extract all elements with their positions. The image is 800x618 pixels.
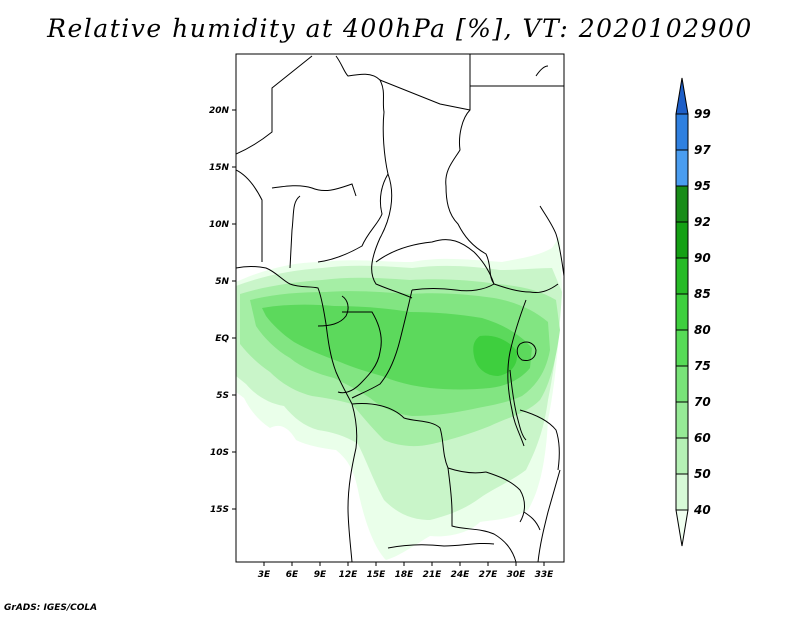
colorbar-label: 50	[694, 467, 711, 481]
rh-85-core	[473, 335, 518, 376]
border-west-africa-b	[271, 183, 357, 197]
border-congo-drc	[337, 311, 382, 394]
coastline-east	[537, 469, 561, 562]
colorbar-label: 95	[694, 179, 711, 193]
map-title: Relative humidity at 400hPa [%], VT: 202…	[47, 14, 753, 43]
lon-label: 9E	[314, 570, 327, 580]
border-zambia-south	[485, 471, 525, 523]
colorbar-segment	[675, 257, 689, 295]
red-sea-coast	[535, 65, 549, 77]
border-drc-angola	[351, 403, 487, 474]
border-sahara-b	[317, 55, 389, 263]
lon-label: 24E	[451, 570, 471, 580]
colorbar: 40 50 60 70 75 80 85 90 92 95 97 99	[675, 77, 711, 547]
colorbar-segment	[675, 221, 689, 259]
border-libya	[379, 79, 471, 111]
colorbar-segments	[675, 77, 689, 547]
border-chad-cameroon	[371, 173, 413, 299]
lake-malawi	[523, 511, 541, 531]
lon-labels: 3E 6E 9E 12E 15E 18E 21E 24E 27E 30E 33E	[258, 570, 554, 580]
lat-label: 20N	[209, 106, 230, 116]
lat-label: EQ	[215, 334, 229, 344]
colorbar-label: 70	[694, 395, 711, 409]
colorbar-segment	[675, 293, 689, 331]
border-sahara-a	[236, 55, 313, 155]
colorbar-segment	[675, 329, 689, 367]
border-gabon	[317, 295, 349, 327]
colorbar-arrow-low	[675, 509, 689, 547]
axis-ticks	[232, 109, 545, 566]
colorbar-label: 92	[694, 215, 711, 229]
lon-label: 30E	[507, 570, 527, 580]
lat-label: 5N	[215, 277, 229, 287]
colorbar-label: 75	[694, 359, 711, 373]
lat-label: 10N	[209, 220, 230, 230]
border-nigeria	[289, 195, 301, 269]
colorbar-segment	[675, 365, 689, 403]
lon-label: 33E	[535, 570, 555, 580]
lat-label: 5S	[216, 391, 229, 401]
lat-label: 15N	[209, 163, 230, 173]
colorbar-label: 97	[694, 143, 711, 157]
border-south	[387, 542, 495, 549]
border-south-sudan-uganda	[493, 283, 559, 293]
lon-label: 27E	[479, 570, 499, 580]
map-frame	[235, 53, 565, 563]
colorbar-arrow-high	[675, 77, 689, 115]
colorbar-labels: 40 50 60 70 75 80 85 90 92 95 97 99	[693, 107, 711, 517]
colorbar-segment	[675, 149, 689, 187]
lon-label: 21E	[423, 570, 443, 580]
border-east-africa	[539, 205, 564, 277]
colorbar-segment	[675, 113, 689, 151]
credit-text: GrADS: IGES/COLA	[4, 603, 98, 613]
lon-label: 3E	[258, 570, 271, 580]
lon-label: 12E	[339, 570, 359, 580]
lat-label: 15S	[210, 505, 229, 515]
coastline-west	[236, 266, 358, 562]
lon-label: 15E	[367, 570, 387, 580]
rh-80-patch	[297, 310, 331, 341]
colorbar-label: 90	[694, 251, 711, 265]
colorbar-label: 99	[694, 107, 711, 121]
lat-labels: 20N 15N 10N 5N EQ 5S 10S 15S	[209, 106, 230, 515]
colorbar-label: 40	[693, 503, 711, 517]
border-drc-congo-river	[351, 289, 413, 399]
colorbar-label: 80	[694, 323, 711, 337]
border-drc-east	[507, 299, 527, 447]
border-tanzania	[519, 409, 560, 471]
colorbar-segment	[675, 401, 689, 439]
border-angola-zambia	[447, 467, 517, 562]
lake-victoria	[516, 341, 537, 361]
colorbar-label: 60	[694, 431, 711, 445]
humidity-shading	[236, 236, 562, 560]
colorbar-segment	[675, 437, 689, 475]
border-west-africa-a	[236, 169, 263, 262]
border-egypt-sudan	[445, 54, 495, 285]
colorbar-segment	[675, 473, 689, 511]
country-borders	[236, 54, 564, 562]
border-car	[375, 239, 495, 292]
lon-label: 18E	[395, 570, 415, 580]
lat-label: 10S	[210, 448, 229, 458]
lake-tanganyika	[509, 369, 527, 441]
lon-label: 6E	[286, 570, 299, 580]
colorbar-segment	[675, 185, 689, 223]
colorbar-label: 85	[694, 287, 711, 301]
